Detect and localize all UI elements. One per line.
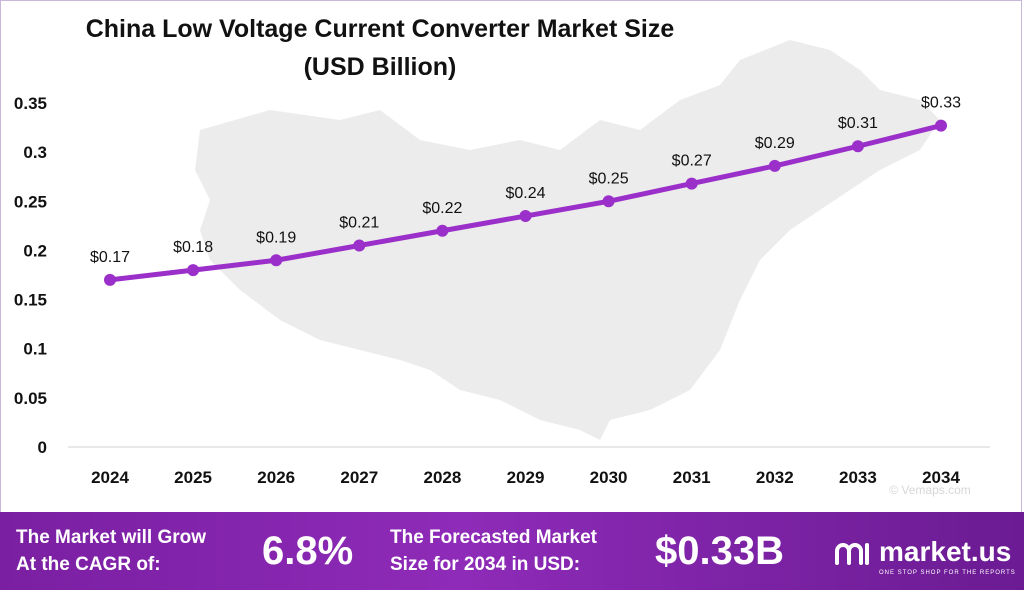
market-us-logo-icon [835, 543, 869, 565]
china-map-silhouette [195, 40, 940, 440]
y-tick-label: 0.1 [23, 340, 47, 359]
cagr-label-line1: The Market will Grow [16, 527, 207, 548]
data-point [851, 140, 864, 153]
data-label: $0.19 [256, 229, 296, 246]
x-tick-label: 2033 [839, 468, 877, 487]
forecast-value: $0.33B [655, 529, 784, 573]
y-tick-label: 0.05 [14, 389, 47, 408]
y-tick-label: 0.25 [14, 192, 47, 211]
data-point [519, 210, 532, 223]
data-label: $0.21 [339, 215, 379, 232]
data-label: $0.29 [755, 135, 795, 152]
chart-title: China Low Voltage Current Converter Mark… [0, 10, 760, 86]
footer-banner: The Market will Grow At the CAGR of: 6.8… [0, 512, 1024, 590]
x-axis: 2024 2025 2026 2027 2028 2029 2030 2031 2032 2033… [91, 468, 960, 487]
data-point [187, 264, 200, 277]
x-tick-label: 2030 [590, 468, 628, 487]
data-label: $0.25 [589, 170, 629, 187]
cagr-value: 6.8% [262, 529, 354, 573]
map-watermark: © Vemaps.com [889, 483, 971, 497]
data-label: $0.27 [672, 153, 712, 170]
x-tick-label: 2029 [507, 468, 545, 487]
y-tick-label: 0.2 [23, 241, 47, 260]
data-point [935, 119, 947, 132]
brand-tagline: ONE STOP SHOP FOR THE REPORTS [879, 570, 1016, 576]
brand-logo: market.us ONE STOP SHOP FOR THE REPORTS [833, 530, 1015, 576]
x-tick-label: 2025 [174, 468, 212, 487]
x-tick-label: 2026 [257, 468, 295, 487]
forecast-label-line2: Size for 2034 in USD: [390, 554, 581, 575]
brand-name: market.us [879, 536, 1012, 567]
x-tick-label: 2032 [756, 468, 794, 487]
data-labels: $0.17 $0.18 $0.19 $0.21 $0.22 $0.24 $0.25 $0.27… [90, 95, 961, 266]
data-label: $0.18 [173, 239, 213, 256]
y-tick-label: 0.35 [14, 94, 47, 113]
data-point [104, 273, 116, 286]
data-point [270, 254, 283, 267]
data-label: $0.22 [422, 200, 462, 217]
data-label: $0.31 [838, 115, 878, 132]
x-tick-label: 2027 [340, 468, 378, 487]
y-tick-label: 0.3 [23, 143, 47, 162]
data-point [353, 239, 366, 252]
data-label: $0.33 [921, 95, 961, 112]
forecast-label: The Forecasted Market Size for 2034 in U… [390, 524, 597, 578]
y-tick-label: 0.15 [14, 291, 47, 310]
data-label: $0.24 [505, 185, 545, 202]
cagr-label: The Market will Grow At the CAGR of: [16, 524, 206, 578]
y-tick-label: 0 [38, 438, 47, 457]
line-chart: © Vemaps.com 00.050.10.150.20.250.30.35 … [14, 40, 990, 497]
data-point [768, 159, 781, 172]
forecast-label-line1: The Forecasted Market [390, 527, 597, 548]
x-tick-label: 2028 [423, 468, 461, 487]
x-tick-label: 2034 [922, 468, 960, 487]
data-point [436, 224, 449, 237]
chart-title-line2: (USD Billion) [303, 53, 457, 81]
x-tick-label: 2024 [91, 468, 129, 487]
chart-title-line1: China Low Voltage Current Converter Mark… [85, 15, 675, 43]
y-axis: 0 0.05 0.1 0.15 0.2 0.25 0.3 0.35 [14, 94, 47, 457]
data-label: $0.17 [90, 249, 130, 266]
data-points [104, 119, 947, 286]
cagr-label-line2: At the CAGR of: [16, 554, 161, 575]
x-tick-label: 2031 [673, 468, 711, 487]
data-point [685, 177, 698, 190]
data-point [602, 195, 615, 208]
